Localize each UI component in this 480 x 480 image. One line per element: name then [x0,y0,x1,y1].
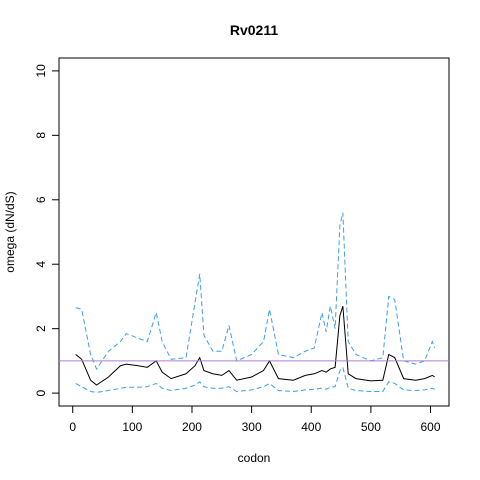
y-tick-label: 0 [34,389,48,396]
y-tick-label: 8 [34,132,48,139]
x-tick-label: 500 [361,420,381,434]
x-tick-label: 200 [182,420,202,434]
y-tick-label: 4 [34,261,48,268]
series-line [75,212,436,370]
series-line [75,305,435,386]
x-tick-label: 600 [420,420,440,434]
y-tick-label: 10 [34,64,48,78]
x-tick-label: 100 [122,420,142,434]
y-axis-label: omega (dN/dS) [3,191,17,272]
y-tick-label: 2 [34,325,48,332]
chart-title: Rv0211 [230,22,278,38]
series-line [75,366,435,393]
x-tick-label: 0 [69,420,76,434]
plot-frame [58,57,450,407]
x-tick-label: 400 [301,420,321,434]
x-tick-label: 300 [242,420,262,434]
y-tick-label: 6 [34,196,48,203]
x-axis-label: codon [238,451,271,465]
